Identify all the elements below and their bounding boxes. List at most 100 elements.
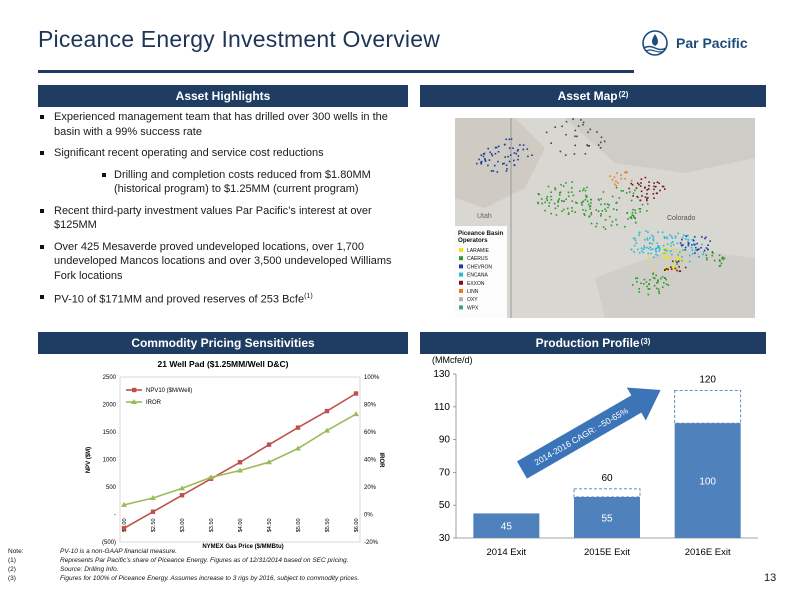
well-dot xyxy=(659,189,661,192)
well-dot xyxy=(635,187,638,189)
well-dot xyxy=(582,121,585,124)
well-dot xyxy=(634,237,636,240)
well-dot xyxy=(589,208,591,210)
chart-axes: 2500 2000 1500 1000 500 - (500) 100% 80% 60% 40% 20… xyxy=(102,375,380,546)
well-dot xyxy=(638,234,640,236)
x-tick-label: $2.00 xyxy=(122,519,128,533)
well-dot xyxy=(656,254,659,257)
logo-text: Par Pacific xyxy=(676,35,748,51)
footnote: (1) Represents Par Pacific’s share of Pic… xyxy=(8,556,359,565)
well-dot xyxy=(576,135,578,138)
well-dot xyxy=(666,258,669,261)
well-dot xyxy=(617,182,619,184)
well-dot xyxy=(666,249,668,252)
footnote-key: (3) xyxy=(8,575,16,582)
well-dot xyxy=(676,258,678,261)
footnote-text: PV-10 is a non-GAAP financial measure. xyxy=(60,548,177,555)
well-dot xyxy=(681,255,683,258)
well-dot xyxy=(504,156,506,158)
well-dot xyxy=(634,209,636,212)
well-dot xyxy=(646,199,648,202)
map-legend-box xyxy=(455,226,507,318)
well-dot xyxy=(672,265,675,267)
well-dot xyxy=(599,147,602,149)
well-dot xyxy=(550,191,552,193)
well-dot xyxy=(700,246,702,249)
well-dot xyxy=(630,199,633,202)
well-dot xyxy=(663,282,665,284)
well-dot xyxy=(678,263,681,266)
well-dot xyxy=(652,239,655,242)
well-dot xyxy=(646,193,648,195)
data-point xyxy=(324,427,330,433)
production-sup: (3) xyxy=(640,336,651,346)
well-dot xyxy=(484,160,487,162)
well-dot xyxy=(664,252,667,254)
well-dot xyxy=(682,249,684,251)
well-dot xyxy=(643,246,646,249)
well-dot xyxy=(722,256,724,259)
footnote: Note: PV-10 is a non-GAAP financial measu… xyxy=(8,547,359,556)
y2-axis-label: IROR xyxy=(378,453,384,469)
well-dot xyxy=(713,259,716,262)
well-dot xyxy=(665,268,668,270)
data-point xyxy=(237,467,243,473)
well-dot xyxy=(661,276,664,278)
well-dot xyxy=(637,248,639,251)
well-dot xyxy=(582,209,584,211)
well-dot xyxy=(561,210,563,212)
well-dot xyxy=(632,237,635,240)
well-dot xyxy=(544,209,546,212)
well-dot xyxy=(564,154,567,156)
well-dot xyxy=(588,203,590,206)
x-tick-label: $5.50 xyxy=(325,519,331,533)
well-dot xyxy=(624,225,626,228)
y-tick-label: 1500 xyxy=(103,430,117,436)
well-dot xyxy=(599,141,602,144)
well-dot xyxy=(718,265,721,267)
well-dot xyxy=(667,268,669,271)
well-dot xyxy=(633,250,635,253)
data-point xyxy=(208,474,214,480)
well-dot xyxy=(671,260,674,263)
well-dot xyxy=(527,155,529,158)
x-tick-label: 2016E Exit xyxy=(685,547,731,558)
well-dot xyxy=(672,241,674,243)
well-dot xyxy=(639,185,642,187)
well-dot xyxy=(560,183,562,186)
well-dot xyxy=(662,244,665,247)
well-dot xyxy=(566,207,569,210)
well-dot xyxy=(632,192,635,195)
well-dot xyxy=(607,206,609,209)
well-dot xyxy=(672,243,675,246)
well-dot xyxy=(667,284,670,286)
well-dot xyxy=(661,246,664,249)
well-dot xyxy=(546,199,549,202)
well-dot xyxy=(626,212,629,214)
y2-tick-label: 80% xyxy=(364,403,377,409)
well-dot xyxy=(672,268,674,271)
well-dot xyxy=(706,258,708,261)
bar-value-label: 55 xyxy=(601,514,613,525)
well-dot xyxy=(615,180,617,183)
y-tick-label: - xyxy=(114,513,116,519)
well-dot xyxy=(683,234,685,236)
well-dot xyxy=(615,186,618,189)
well-dot xyxy=(624,171,626,174)
y-tick-label: (500) xyxy=(102,540,116,546)
well-dot xyxy=(696,249,699,251)
well-dot xyxy=(644,176,647,179)
well-dot xyxy=(590,213,593,216)
list-item: Over 425 Mesaverde proved undeveloped lo… xyxy=(38,240,408,284)
well-dot xyxy=(585,196,588,199)
commodity-header: Commodity Pricing Sensitivities xyxy=(38,332,408,354)
data-point xyxy=(237,460,243,465)
well-dot xyxy=(573,153,576,155)
well-dot xyxy=(652,238,655,240)
well-dot xyxy=(510,138,513,140)
well-dot xyxy=(678,270,681,273)
x-tick-label: $4.00 xyxy=(238,519,244,533)
asset-map: Utah Colorado Piceance Basin Operators L… xyxy=(455,118,755,318)
well-dot xyxy=(720,262,723,265)
map-legend: LARAMIE CAERUS CHEVRON ENCANA EXXON LINN OXY WP… xyxy=(459,248,492,311)
